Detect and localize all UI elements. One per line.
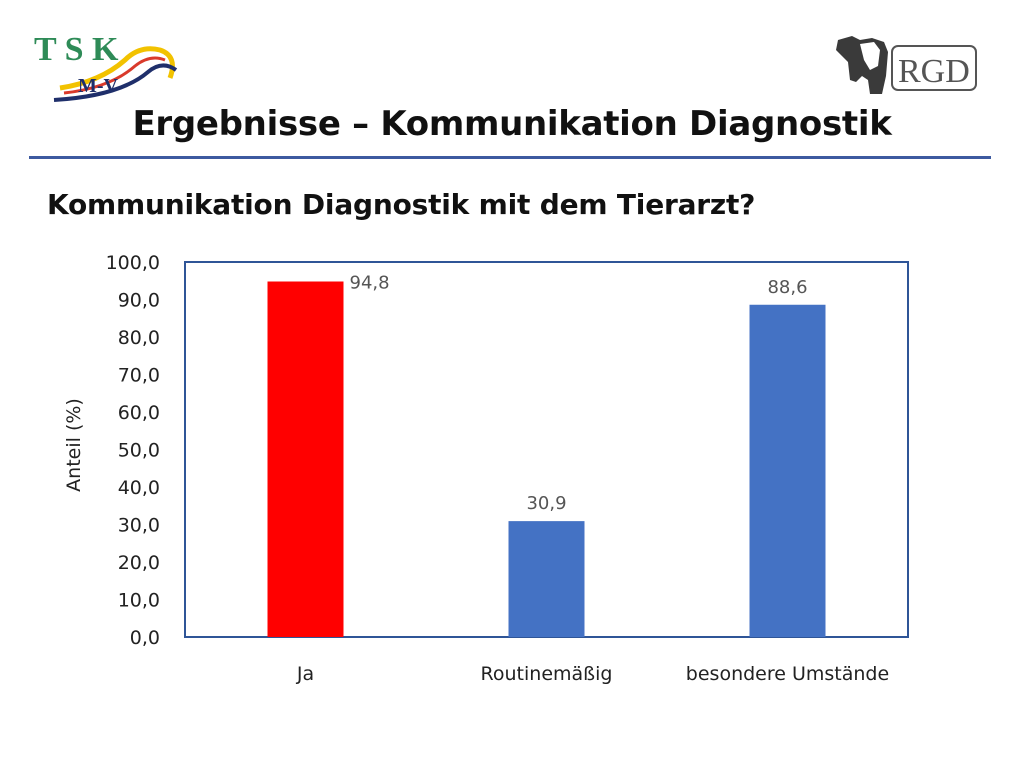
y-tick-label: 0,0 [130,627,160,649]
logo-swoosh-red [63,56,166,95]
y-tick-label: 40,0 [118,477,160,499]
y-tick-label: 90,0 [118,290,160,312]
bar [508,521,585,637]
y-tick-label: 100,0 [106,252,160,274]
bar [749,304,826,637]
logo-swoosh-yellow [59,46,175,91]
title-underline [29,156,991,159]
value-label: 94,8 [350,273,390,294]
y-tick-label: 70,0 [118,365,160,387]
y-tick-label: 60,0 [118,402,160,424]
value-label: 30,9 [526,493,566,514]
rgd-text: RGD [898,53,970,90]
page-title: Ergebnisse – Kommunikation Diagnostik [132,104,892,144]
y-tick-label: 10,0 [118,590,160,612]
logo-text-mv: M-V [78,75,119,97]
logo-swoosh-navy [53,63,178,102]
value-labels: 94,8 30,9 88,6 [350,273,808,515]
bars [267,281,826,637]
logo-text-tsk: T S K [34,31,119,68]
x-tick-label: besondere Umstände [686,663,889,685]
rgd-logo: RGD [836,36,977,94]
tsk-logo: T S K M-V [34,31,178,102]
y-axis-ticks: 0,0 10,0 20,0 30,0 40,0 50,0 60,0 70,0 80,0 90,0 1… [106,252,160,649]
chart-question: Kommunikation Diagnostik mit dem Tierarz… [47,188,756,221]
y-axis-label: Anteil (%) [63,398,85,492]
rgd-frame [891,45,977,91]
cow-patch [860,42,880,70]
x-tick-label: Ja [296,663,314,685]
x-axis-labels: Ja Routinemäßig besondere Umstände [296,663,889,685]
x-tick-label: Routinemäßig [481,663,613,685]
y-tick-label: 80,0 [118,327,160,349]
y-tick-label: 20,0 [118,552,160,574]
value-label: 88,6 [767,277,807,298]
y-tick-label: 50,0 [118,440,160,462]
bar [267,281,344,637]
y-tick-label: 30,0 [118,515,160,537]
